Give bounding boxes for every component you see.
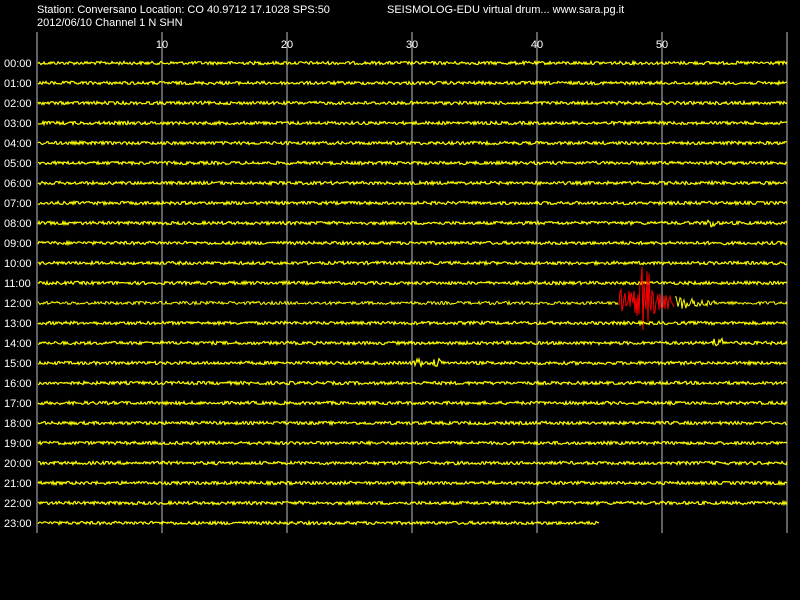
row-label: 12:00 <box>4 298 32 310</box>
row-label: 04:00 <box>4 138 32 150</box>
x-tick-labels: 10 20 30 40 50 <box>156 39 668 51</box>
row-label: 23:00 <box>4 518 32 530</box>
trace-21:00 <box>37 479 788 487</box>
x-tick-label-40: 40 <box>531 39 543 51</box>
trace-07:00 <box>37 199 788 207</box>
row-labels: 00:00 01:00 02:00 03:00 04:00 05:00 06:00 07:00… <box>4 58 32 530</box>
trace-coda-12:00 <box>674 295 788 309</box>
row-label: 17:00 <box>4 398 32 410</box>
row-label: 20:00 <box>4 458 32 470</box>
event-trace-12:00 <box>618 266 675 331</box>
trace-09:00 <box>37 239 788 247</box>
row-label: 11:00 <box>4 278 31 290</box>
row-label: 08:00 <box>4 218 32 230</box>
trace-03:00 <box>38 119 788 127</box>
trace-12:00 <box>37 299 619 306</box>
x-tick-label-50: 50 <box>656 39 668 51</box>
row-label: 22:00 <box>4 498 32 510</box>
row-label: 18:00 <box>4 418 32 430</box>
app-title: SEISMOLOG-EDU virtual drum... www.sara.p… <box>387 4 625 16</box>
row-label: 14:00 <box>4 338 32 350</box>
row-label: 00:00 <box>4 58 32 70</box>
trace-01:00 <box>37 79 788 87</box>
trace-20:00 <box>37 459 788 467</box>
row-label: 16:00 <box>4 378 32 390</box>
trace-19:00 <box>37 439 788 447</box>
trace-10:00 <box>37 259 788 267</box>
trace-17:00 <box>37 399 788 407</box>
trace-08:00 <box>37 219 788 228</box>
row-label: 15:00 <box>4 358 32 370</box>
row-label: 07:00 <box>4 198 32 210</box>
trace-11:00 <box>37 279 788 287</box>
trace-06:00 <box>37 179 788 187</box>
traces <box>37 59 788 527</box>
date-channel-info: 2012/06/10 Channel 1 N SHN <box>37 17 183 29</box>
row-label: 02:00 <box>4 98 32 110</box>
row-label: 09:00 <box>4 238 32 250</box>
x-tick-label-10: 10 <box>156 39 168 51</box>
row-label: 13:00 <box>4 318 32 330</box>
row-label: 19:00 <box>4 438 32 450</box>
trace-23:00 <box>37 519 600 527</box>
trace-02:00 <box>37 99 788 107</box>
trace-16:00 <box>37 379 788 387</box>
station-info: Station: Conversano Location: CO 40.9712… <box>37 4 330 16</box>
row-label: 21:00 <box>4 478 32 490</box>
row-label: 10:00 <box>4 258 32 270</box>
trace-13:00 <box>37 319 788 327</box>
trace-00:00 <box>37 59 788 67</box>
row-label: 06:00 <box>4 178 32 190</box>
row-label: 03:00 <box>4 118 32 130</box>
trace-04:00 <box>37 139 788 147</box>
row-label: 05:00 <box>4 158 32 170</box>
trace-22:00 <box>37 499 788 507</box>
trace-05:00 <box>37 159 788 167</box>
trace-14:00 <box>37 336 788 347</box>
row-label: 01:00 <box>4 78 32 90</box>
trace-18:00 <box>37 419 787 427</box>
x-tick-label-30: 30 <box>406 39 418 51</box>
x-tick-label-20: 20 <box>281 39 293 51</box>
trace-15:00 <box>37 356 788 369</box>
